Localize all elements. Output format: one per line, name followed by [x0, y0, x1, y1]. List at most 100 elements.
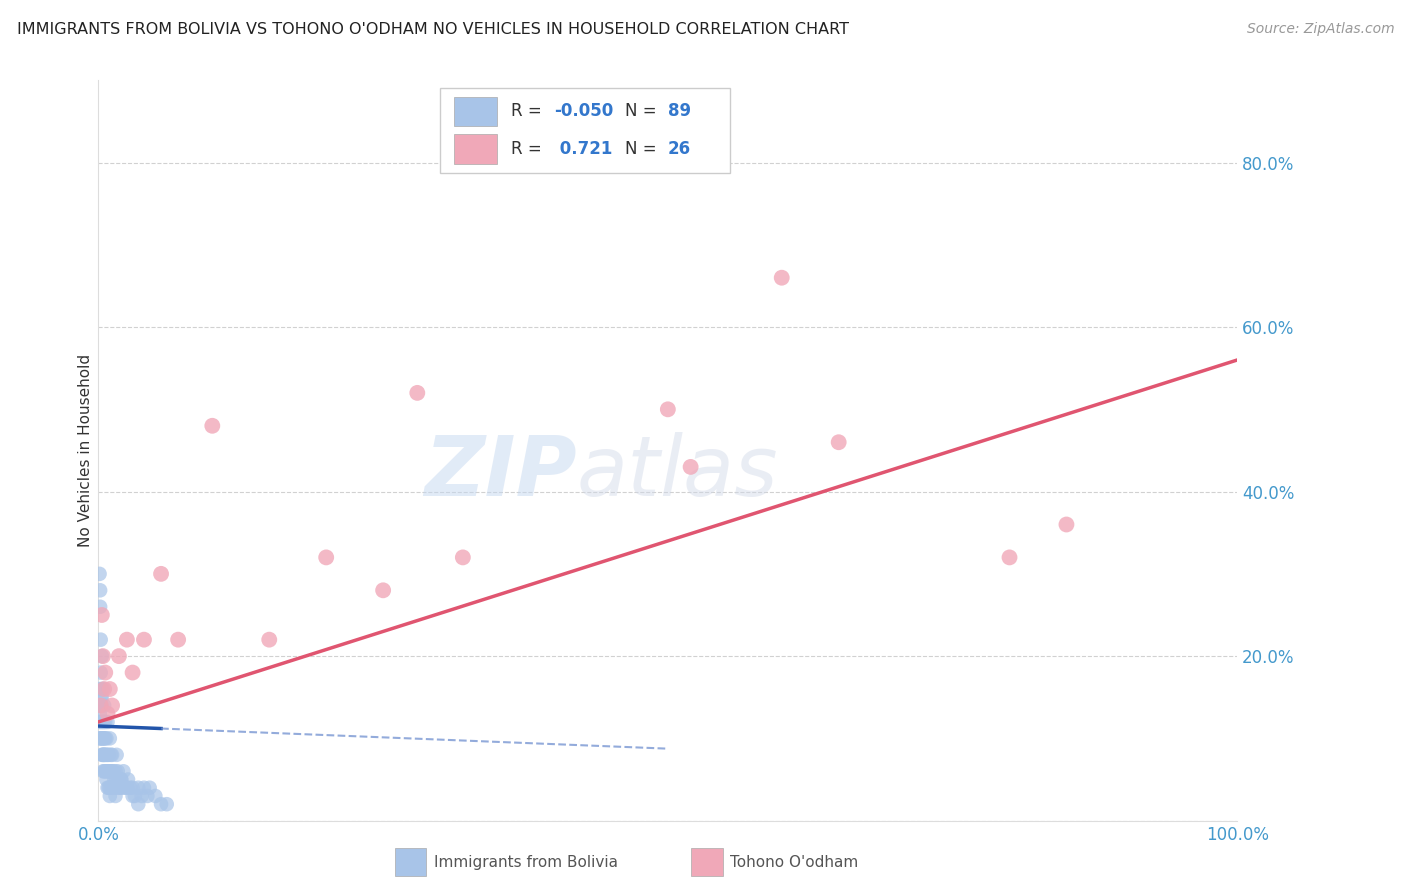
Point	[90, 649, 112, 664]
Point	[150, 566, 173, 581]
Text: 26: 26	[668, 140, 690, 158]
Text: N =: N =	[624, 140, 661, 158]
Point	[89, 681, 111, 696]
Text: -0.050: -0.050	[554, 103, 613, 120]
Point	[115, 780, 138, 795]
Point	[91, 747, 114, 762]
Text: N =: N =	[624, 103, 661, 120]
Point	[96, 764, 118, 779]
Point	[451, 550, 474, 565]
Point	[94, 665, 117, 680]
Point	[97, 747, 120, 762]
Point	[103, 764, 125, 779]
Bar	[454, 135, 498, 164]
Point	[101, 747, 124, 762]
Point	[90, 607, 112, 622]
Point	[103, 772, 125, 787]
Bar	[690, 848, 723, 876]
Point	[93, 731, 115, 746]
Point	[138, 780, 160, 795]
Point	[100, 764, 122, 779]
Point	[127, 797, 149, 812]
Point	[91, 681, 114, 696]
Point	[90, 690, 112, 705]
Point	[101, 780, 124, 795]
Point	[89, 599, 111, 614]
Point	[828, 435, 851, 450]
Point	[98, 789, 121, 803]
Point	[156, 797, 179, 812]
Point	[679, 459, 702, 474]
Point	[90, 714, 112, 729]
Point	[108, 649, 131, 664]
Point	[108, 772, 131, 787]
Point	[117, 772, 139, 787]
Point	[94, 764, 117, 779]
Point	[259, 632, 281, 647]
Bar	[454, 96, 498, 126]
Point	[91, 764, 114, 779]
Point	[107, 764, 129, 779]
Point	[96, 780, 118, 795]
Point	[167, 632, 190, 647]
Point	[110, 772, 132, 787]
Point	[115, 632, 138, 647]
Y-axis label: No Vehicles in Household: No Vehicles in Household	[77, 354, 93, 547]
Point	[90, 665, 112, 680]
FancyBboxPatch shape	[440, 87, 731, 173]
Point	[105, 747, 128, 762]
Point	[98, 681, 121, 696]
Point	[770, 270, 793, 285]
Point	[98, 731, 121, 746]
Point	[315, 550, 337, 565]
Point	[121, 780, 143, 795]
Point	[136, 789, 159, 803]
Bar	[395, 848, 426, 876]
Point	[91, 731, 114, 746]
Point	[89, 714, 111, 729]
Point	[94, 731, 117, 746]
Point	[90, 698, 112, 713]
Point	[93, 747, 115, 762]
Point	[998, 550, 1021, 565]
Point	[105, 772, 128, 787]
Point	[90, 731, 112, 746]
Point	[93, 764, 115, 779]
Point	[89, 698, 111, 713]
Point	[110, 772, 132, 787]
Point	[108, 780, 131, 795]
Point	[104, 789, 127, 803]
Point	[131, 789, 153, 803]
Point	[132, 780, 155, 795]
Point	[96, 714, 118, 729]
Text: Tohono O'odham: Tohono O'odham	[731, 855, 859, 870]
Point	[91, 714, 114, 729]
Point	[90, 731, 112, 746]
Point	[132, 632, 155, 647]
Point	[90, 690, 112, 705]
Text: 89: 89	[668, 103, 690, 120]
Point	[108, 780, 131, 795]
Point	[90, 632, 112, 647]
Point	[90, 747, 112, 762]
Text: 0.721: 0.721	[554, 140, 613, 158]
Point	[114, 780, 136, 795]
Point	[121, 789, 143, 803]
Text: IMMIGRANTS FROM BOLIVIA VS TOHONO O'ODHAM NO VEHICLES IN HOUSEHOLD CORRELATION C: IMMIGRANTS FROM BOLIVIA VS TOHONO O'ODHA…	[17, 22, 849, 37]
Point	[89, 583, 111, 598]
Point	[101, 698, 124, 713]
Point	[96, 747, 118, 762]
Point	[94, 747, 117, 762]
Point	[90, 698, 112, 713]
Point	[120, 780, 142, 795]
Point	[104, 764, 127, 779]
Point	[96, 764, 118, 779]
Point	[93, 698, 115, 713]
Point	[121, 665, 143, 680]
Point	[97, 780, 120, 795]
Point	[201, 418, 224, 433]
Point	[89, 731, 111, 746]
Point	[89, 731, 111, 746]
Point	[145, 789, 167, 803]
Text: R =: R =	[510, 140, 547, 158]
